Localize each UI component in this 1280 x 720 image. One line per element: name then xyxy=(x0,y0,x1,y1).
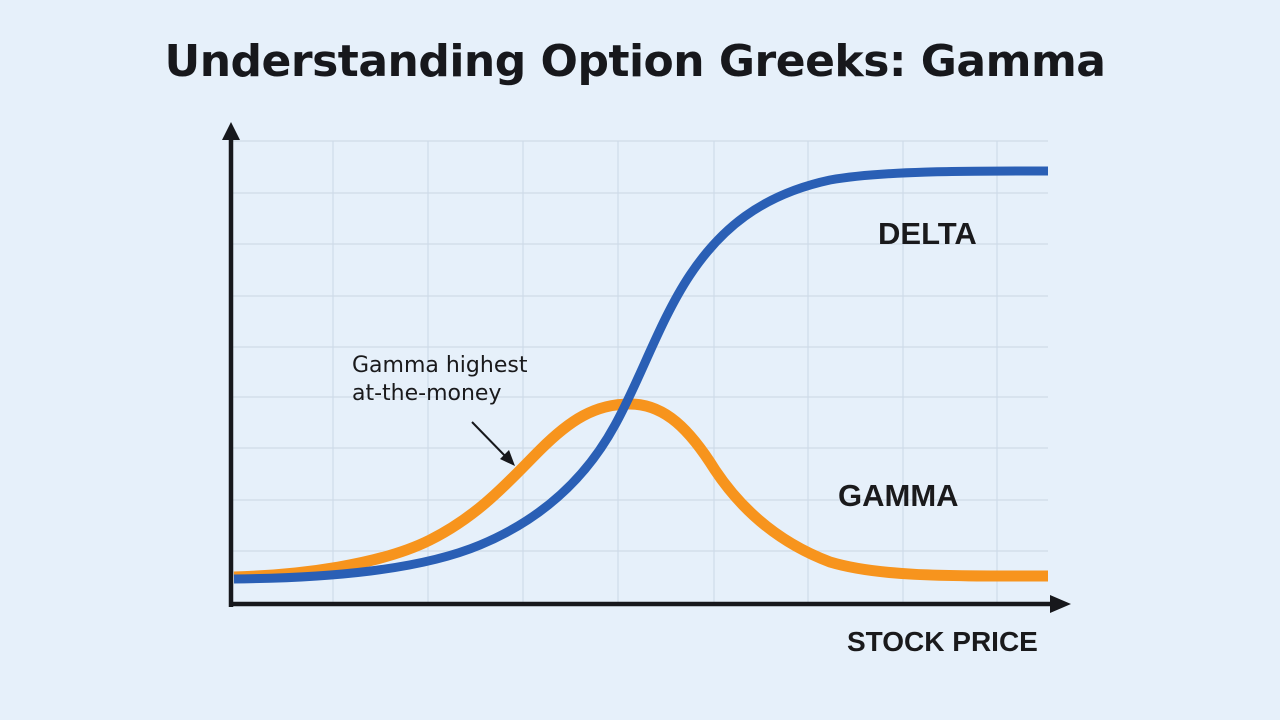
annotation-arrow-icon xyxy=(471,421,515,466)
chart-title: Understanding Option Greeks: Gamma xyxy=(164,36,1107,87)
annotation-line-1: Gamma highest xyxy=(352,353,528,378)
grid-lines xyxy=(233,140,1048,602)
x-axis-arrowhead-icon xyxy=(1050,595,1071,613)
y-axis-arrowhead-icon xyxy=(222,122,240,140)
delta-curve xyxy=(233,166,1049,584)
annotation-text: Gamma highest at-the-money xyxy=(352,352,527,408)
delta-label: DELTA xyxy=(878,216,977,251)
gamma-label: GAMMA xyxy=(838,478,959,513)
x-axis-label: STOCK PRICE xyxy=(847,626,1038,657)
annotation-line-2: at-the-money xyxy=(352,381,502,406)
axes xyxy=(222,122,1071,613)
